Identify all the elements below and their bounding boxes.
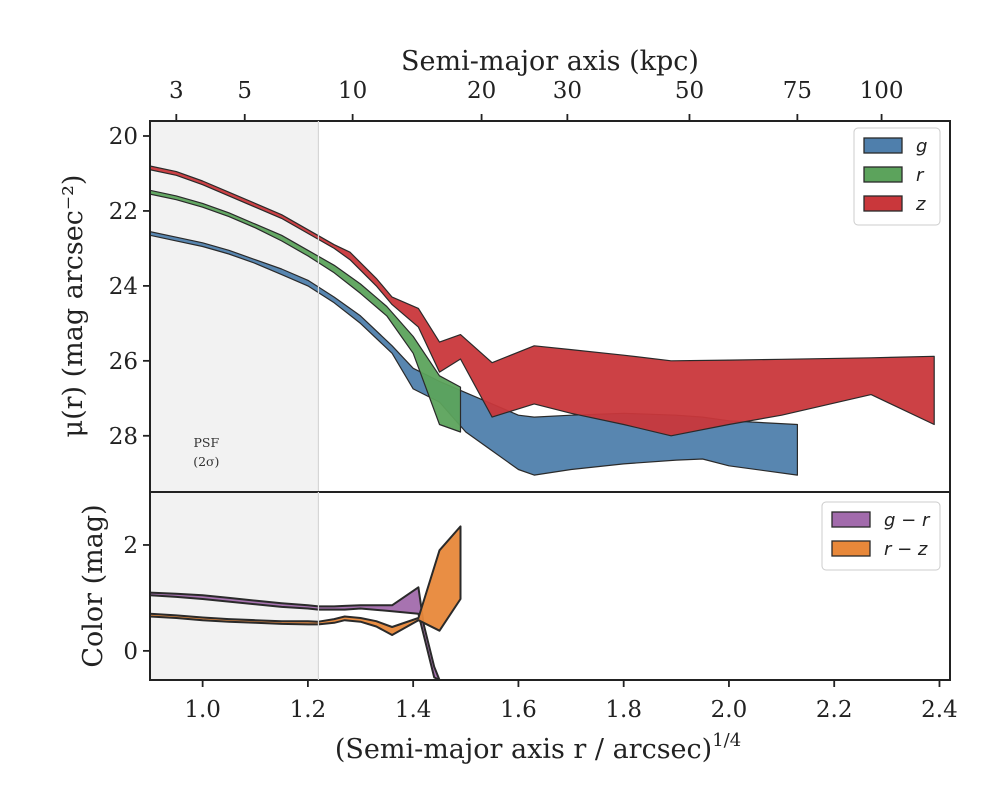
legend-swatch <box>831 540 871 557</box>
psf-shaded-region <box>150 121 319 492</box>
y-axis-title: μ(r) (mag arcsec⁻²) <box>58 175 89 438</box>
band-gr <box>150 586 441 680</box>
y-tick-label: 22 <box>109 199 138 225</box>
x-tick-label: 1.4 <box>395 697 432 723</box>
top-x-axis-title: Semi-major axis (kpc) <box>401 46 699 77</box>
color-legend: g − r r − z <box>821 501 941 571</box>
top-x-tick-label: 10 <box>338 78 367 104</box>
x-tick-label: 1.2 <box>290 697 327 723</box>
legend-label: r − z <box>884 539 928 560</box>
legend-swatch <box>831 511 871 528</box>
x-axis-title-text: (Semi-major axis r / arcsec) <box>335 734 712 765</box>
legend-swatch <box>863 166 903 183</box>
legend-swatch <box>863 195 903 212</box>
legend-label: z <box>915 194 926 215</box>
band-r <box>150 189 462 433</box>
legend-label: g − r <box>884 510 931 531</box>
x-axis-title-exponent: 1/4 <box>712 730 741 751</box>
top-x-tick-label: 30 <box>553 78 582 104</box>
top-x-tick-label: 100 <box>860 78 904 104</box>
x-axis-title: (Semi-major axis r / arcsec)1/4 <box>335 730 741 765</box>
surface-brightness-legend: grz <box>853 127 941 226</box>
legend-label: r <box>916 165 925 186</box>
y-tick-label: 20 <box>109 124 138 150</box>
legend-label: g <box>916 136 927 157</box>
color-axis-title: Color (mag) <box>78 504 109 667</box>
top-x-tick-label: 75 <box>783 78 812 104</box>
x-tick-label: 2.0 <box>711 697 748 723</box>
color-tick-label: 2 <box>123 533 138 559</box>
x-tick-label: 1.0 <box>184 697 221 723</box>
x-tick-label: 2.4 <box>921 697 958 723</box>
top-panel-ticks: 20 22 24 26 28 3 5 10 20 30 50 75 100 <box>109 78 904 450</box>
legend-swatch <box>863 137 903 154</box>
surface-brightness-series <box>150 165 935 476</box>
color-panel: 0 2 1.0 1.2 1.4 1.6 1.8 2.0 2.2 2.4 g − r r − z <box>123 491 958 723</box>
y-tick-label: 26 <box>109 349 138 375</box>
psf-label: PSF <box>193 435 219 450</box>
psf-sigma-label: (2σ) <box>193 454 219 469</box>
x-tick-label: 1.6 <box>500 697 537 723</box>
top-x-tick-label: 20 <box>467 78 496 104</box>
y-tick-label: 28 <box>109 424 138 450</box>
color-series <box>150 525 462 680</box>
top-x-tick-label: 3 <box>169 78 184 104</box>
x-tick-label: 1.8 <box>605 697 642 723</box>
psf-shaded-region-color <box>150 492 319 680</box>
bottom-panel-frame <box>149 491 951 681</box>
color-tick-label: 0 <box>123 639 138 665</box>
bottom-panel-ticks: 0 2 1.0 1.2 1.4 1.6 1.8 2.0 2.2 2.4 <box>123 533 957 723</box>
top-x-tick-label: 5 <box>237 78 252 104</box>
band-z <box>150 165 935 437</box>
top-x-tick-label: 50 <box>675 78 704 104</box>
x-tick-label: 2.2 <box>816 697 853 723</box>
band-rz <box>150 525 462 636</box>
surface-brightness-panel: 20 22 24 26 28 3 5 10 20 30 50 75 100 PSF (2σ) grz <box>109 78 951 493</box>
y-tick-label: 24 <box>109 274 138 300</box>
